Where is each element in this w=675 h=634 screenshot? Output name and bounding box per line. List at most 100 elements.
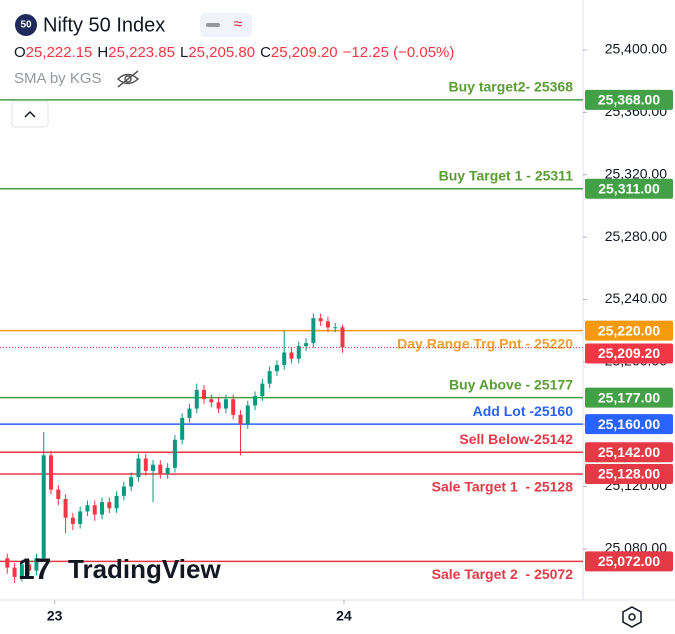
level-price-box [585, 551, 673, 572]
level-label: Buy Above - 25177 [449, 376, 573, 392]
level-price-box-text: 25,128.00 [598, 466, 660, 482]
candle-body [311, 318, 316, 344]
collapse-button[interactable] [11, 100, 49, 128]
candle-body [70, 517, 75, 524]
last-price-box-text: 25,209.20 [598, 345, 660, 361]
candle-body [158, 464, 163, 475]
candle-body [187, 408, 192, 418]
last-price-box [585, 343, 673, 364]
badge-text: 50 [20, 20, 32, 31]
level-price-box [585, 89, 673, 110]
candle-body [56, 489, 61, 499]
ohlc-key: H [97, 44, 108, 61]
y-tick-label: 25,280.00 [605, 228, 667, 244]
candle-body [260, 383, 265, 397]
y-tick-label: 25,320.00 [605, 165, 667, 181]
ohlc-row: O 25,222.15 H 25,223.85 L 25,205.80 C 25,209.20… [14, 44, 454, 61]
candle-body [107, 502, 112, 509]
level-label: Buy target2- 25368 [448, 79, 573, 95]
logo-text: TradingView [68, 554, 221, 584]
candle-body [34, 558, 39, 571]
level-price-box [585, 387, 673, 408]
level-label: Sale Target 1 - 25128 [432, 479, 574, 495]
candle-body [85, 505, 90, 512]
level-label: Sale Target 2 - 25072 [432, 566, 574, 582]
ohlc-key: O [14, 44, 26, 61]
ohlc-value: 25,223.85 [108, 44, 175, 61]
candle-body [216, 402, 221, 409]
level-price-box [585, 442, 673, 463]
candle-body [282, 352, 287, 365]
level-price-box-text: 25,072.00 [598, 553, 660, 569]
candle-body [92, 505, 97, 515]
candle-body [223, 399, 228, 409]
candle-body [136, 458, 141, 478]
candle-body [253, 396, 258, 406]
candle-body [49, 455, 54, 490]
candle-body [325, 321, 330, 328]
candle-body [12, 567, 17, 577]
level-price-box [585, 414, 673, 435]
candle-body [41, 455, 46, 559]
level-price-box-text: 25,220.00 [598, 322, 660, 338]
level-price-box [585, 464, 673, 485]
level-price-box-text: 25,311.00 [598, 180, 660, 196]
settings-icon[interactable] [622, 606, 642, 628]
candle-body [194, 389, 199, 409]
level-price-box-text: 25,177.00 [598, 389, 660, 405]
candle-body [296, 346, 301, 359]
level-price-box-text: 25,142.00 [598, 444, 660, 460]
candle-body [209, 399, 214, 403]
y-tick-label: 25,240.00 [605, 290, 667, 306]
candle-body [114, 495, 119, 509]
candle-body [333, 327, 338, 329]
ohlc-value: 25,205.80 [188, 44, 255, 61]
status-icon: ≈ [234, 16, 243, 33]
candle-body [165, 467, 170, 475]
y-tick-label: 25,400.00 [605, 41, 667, 57]
logo: 17 TradingView [18, 553, 221, 586]
candle-body [231, 399, 236, 415]
candle-body [78, 511, 83, 524]
candle-body [5, 558, 10, 568]
indicator-name[interactable]: SMA by KGS [14, 70, 102, 87]
candle-body [289, 352, 294, 359]
x-tick-label: 24 [336, 608, 352, 624]
ohlc-value: 25,222.15 [26, 44, 93, 61]
symbol-title[interactable]: Nifty 50 Index [43, 14, 165, 36]
ohlc-key: L [180, 44, 188, 61]
candle-body [121, 486, 126, 496]
level-label: Add Lot -25160 [473, 403, 574, 419]
level-label: Sell Below-25142 [459, 431, 573, 447]
status-pill[interactable] [200, 13, 252, 37]
level-price-box-text: 25,368.00 [598, 92, 660, 108]
candle-body [143, 458, 148, 471]
ohlc-value: 25,209.20 [271, 44, 338, 61]
level-price-box-text: 25,160.00 [598, 416, 660, 432]
candle-body [304, 343, 309, 347]
candle-body [238, 414, 243, 425]
level-price-box [585, 320, 673, 341]
ohlc-key: C [260, 44, 271, 61]
level-label: Buy Target 1 - 25311 [439, 167, 574, 183]
x-tick-label: 23 [47, 608, 63, 624]
candle-body [318, 318, 323, 322]
legend: 50 Nifty 50 Index ≈ O 25,222.15 H 25,223.85… [11, 13, 454, 128]
status-icon [206, 23, 220, 27]
candle-body [151, 464, 156, 471]
candle-body [172, 439, 177, 468]
candle-body [63, 498, 68, 518]
logo-mark: 17 [18, 553, 51, 586]
candle-body [19, 564, 24, 577]
plot: 25,400.0025,360.0025,320.0025,280.0025,2… [0, 41, 673, 624]
candle-body [245, 405, 250, 425]
candle-body [340, 327, 345, 348]
ohlc-change: −12.25 (−0.05%) [343, 44, 455, 61]
symbol-badge [15, 14, 37, 36]
candle-body [202, 389, 207, 400]
candle-body [100, 502, 105, 515]
candle-body [274, 364, 279, 372]
hide-eye-icon[interactable] [116, 70, 140, 88]
